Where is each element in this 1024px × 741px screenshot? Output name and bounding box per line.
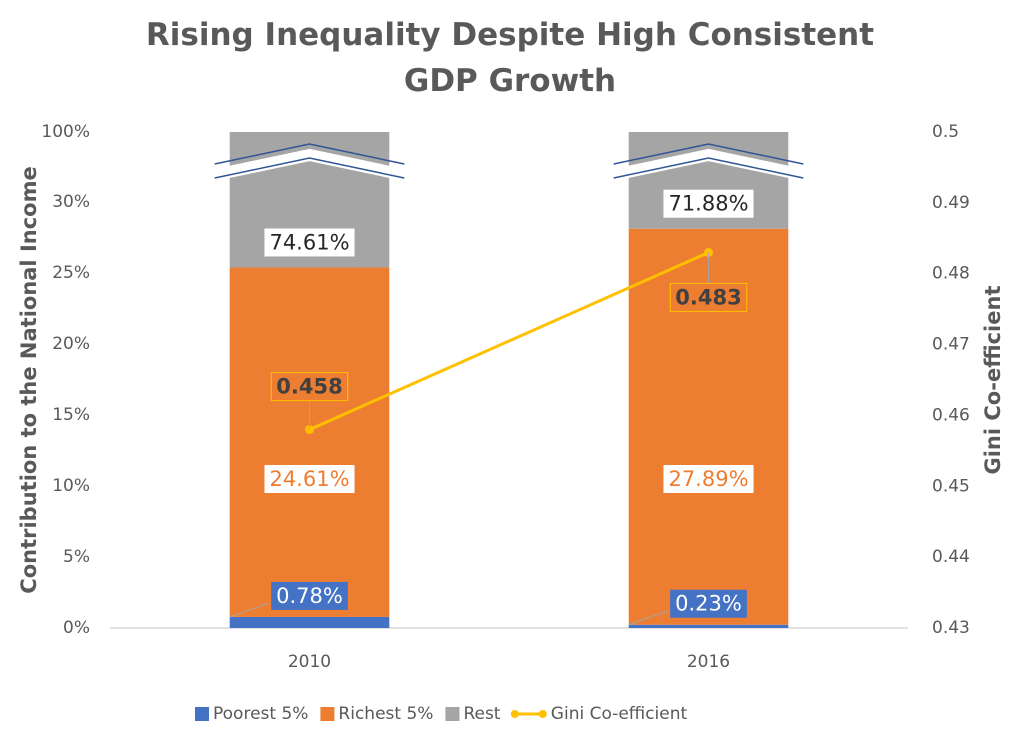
axis-break-edge <box>214 157 405 179</box>
data-label-box <box>663 189 754 218</box>
data-label-box <box>264 228 355 257</box>
y2-axis-title: Gini Co-efficient <box>981 286 1005 475</box>
data-label-box <box>663 465 754 493</box>
bar-segment <box>628 624 789 628</box>
data-label: 74.61% <box>269 230 349 254</box>
y2-tick-label: 0.45 <box>932 476 970 496</box>
y-tick-label: 0% <box>63 618 90 638</box>
axis-break-edge <box>613 143 804 165</box>
legend-point <box>510 710 519 718</box>
legend-label: Rest <box>463 704 500 724</box>
y-tick-label: 100% <box>41 122 90 142</box>
axis-break-edge <box>613 157 804 179</box>
data-label: 0.458 <box>276 375 342 399</box>
legend-swatch <box>445 707 460 721</box>
y-tick-label: 15% <box>52 405 90 425</box>
data-label-box <box>670 589 747 618</box>
legend-swatch <box>195 707 209 721</box>
y2-tick-label: 0.43 <box>932 618 970 638</box>
y2-tick-label: 0.47 <box>932 335 970 355</box>
data-label: 24.61% <box>269 467 349 491</box>
y2-tick-label: 0.48 <box>932 264 970 284</box>
y-tick-label: 20% <box>52 334 90 354</box>
legend-label: Poorest 5% <box>213 704 308 724</box>
y2-tick-label: 0.44 <box>932 547 970 567</box>
bar-segment <box>229 616 390 628</box>
x-tick-label: 2010 <box>288 652 331 672</box>
data-label-box <box>669 282 748 312</box>
line <box>308 251 710 431</box>
y-axis-title: Contribution to the National Income <box>17 166 41 593</box>
data-label-box <box>270 372 349 402</box>
axis-break-edge <box>214 143 405 165</box>
bar-segment <box>229 267 390 617</box>
y2-tick-label: 0.46 <box>932 405 970 425</box>
y2-tick-label: 0.5 <box>932 122 959 142</box>
y-tick-label: 10% <box>52 476 90 496</box>
data-label-box <box>264 465 355 493</box>
y2-tick-label: 0.49 <box>932 193 970 213</box>
data-label: 0.23% <box>675 592 742 616</box>
y-tick-label: 30% <box>52 192 90 212</box>
legend-label: Gini Co-efficient <box>551 704 688 724</box>
data-label: 0.78% <box>276 584 343 608</box>
x-tick-label: 2016 <box>687 652 730 672</box>
y-tick-label: 25% <box>52 263 90 283</box>
chart-title: Rising Inequality Despite High Consisten… <box>146 17 874 99</box>
axis-break <box>213 148 406 181</box>
legend-label: Richest 5% <box>338 704 433 724</box>
data-label-box <box>271 581 348 610</box>
data-label: 71.88% <box>668 192 748 216</box>
leader-line <box>628 610 669 626</box>
y-tick-label: 5% <box>63 547 90 567</box>
axis-break <box>612 148 805 181</box>
leader-line <box>229 602 270 618</box>
data-label: 27.89% <box>668 467 748 491</box>
legend-swatch <box>320 707 335 721</box>
legend-point <box>538 710 547 718</box>
data-label: 0.483 <box>675 285 741 309</box>
